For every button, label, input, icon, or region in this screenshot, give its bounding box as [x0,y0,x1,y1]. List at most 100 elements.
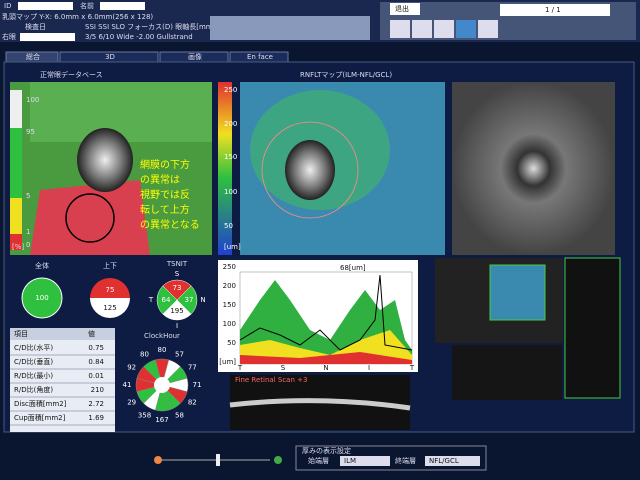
quadrant-value: 73 [173,284,182,292]
exit-button[interactable] [390,3,420,15]
mode: 乳頭マップ Y-X: 6.0mm x 6.0mm(256 x 128) [2,12,153,21]
x-label: N [323,364,328,372]
x-label: S [281,364,286,372]
scale-label: [um] [224,243,241,251]
x-label: T [409,364,415,372]
tab-label: 3D [105,53,115,61]
cell: 1.69 [88,414,104,422]
slo-image [452,82,615,255]
optic-disc [77,128,133,192]
y-label: 250 [223,263,236,271]
cell: R/D比(最小) [14,371,53,380]
tab-label: 総合 [26,52,40,61]
param-values: 3/5 6/10 Wide -2.00 Gullstrand [85,33,193,41]
annotation: 視野では反 [140,188,190,201]
table-header [10,328,115,340]
params: SSI SSI SLO フォーカス(D) 眼軸長[mm] [85,22,216,31]
scale-label: 5 [26,192,30,200]
end-select[interactable] [425,456,480,466]
rnflt-title: RNFLTマップ(ILM-NFL/GCL) [300,71,392,79]
retina-layer [229,398,411,411]
clock-value: 167 [155,416,168,424]
cell: R/D比(角度) [14,385,53,394]
scale-label: 200 [224,120,237,128]
name-label: 名前 [80,1,94,10]
start-value: ILM [344,457,356,465]
cell: 210 [91,386,104,394]
down-half [90,298,130,318]
icon[interactable] [478,20,498,38]
page-field[interactable] [500,4,610,16]
label: TSNIT [166,260,188,268]
y-label: [um] [219,358,236,366]
icon [274,456,282,464]
sector [162,299,192,321]
scale-label: 150 [224,153,237,161]
optic-disc [285,140,335,200]
normative-title: 正常眼データベース [40,70,103,79]
scale-red [10,234,22,250]
icon[interactable] [412,20,432,38]
slider-thumb[interactable] [216,454,220,466]
clock-value: 57 [175,351,184,359]
clock-value: 92 [127,364,136,372]
scale-green [10,128,22,198]
header-cell: 値 [88,329,95,338]
clock-value: 82 [188,399,197,407]
page: 1 / 1 [545,6,561,14]
clock-value: 58 [175,411,184,419]
scale-label: 1 [26,228,30,236]
settings-box [295,445,487,471]
clock-value: 41 [123,381,132,389]
cell: Disc面積[mm2] [14,399,67,408]
quadrant: T [148,296,154,304]
colorbar [218,82,232,255]
cell: Cup面積[mm2] [14,413,66,422]
date-label: 検査日 [25,22,46,31]
label: 全体 [35,261,49,270]
id-field[interactable] [18,2,73,10]
total-circle [21,277,63,319]
marker-label: 68[um] [340,264,366,272]
cell: C/D比(水平) [14,343,53,352]
annotation: 網膜の下方 [140,158,190,171]
scale-label: [%] [12,243,24,251]
down-value: 125 [103,304,116,312]
x-label: T [237,364,243,372]
sector [176,285,198,315]
scale-label: 50 [224,222,233,230]
y-label: 200 [223,282,236,290]
icon[interactable] [456,20,476,38]
label: 上下 [103,261,117,270]
y-label: 100 [223,320,236,328]
annotation: の異常となる [140,218,200,231]
cell: C/D比(垂直) [14,357,53,366]
name-field[interactable] [100,2,145,10]
header-cell: 項目 [14,330,28,338]
start-select[interactable] [340,456,390,466]
clock-value: 29 [127,399,136,407]
scan-label: Fine Retinal Scan +3 [235,376,307,384]
table [10,328,115,432]
clock-value: 77 [188,364,197,372]
icon[interactable] [434,20,454,38]
exit: 退出 [395,4,409,13]
y-label: 50 [227,339,236,347]
icon[interactable] [390,20,410,38]
scan-circle [261,121,359,219]
clock-value: 358 [138,411,151,419]
id-label: ID [4,2,11,10]
scale-label: 100 [26,96,39,104]
eye-field [20,33,75,41]
quadrant-value: 37 [185,296,194,304]
annotation: の異常は [140,173,180,186]
abnormal-area [30,180,150,255]
up-value: 75 [106,286,115,294]
x-label: I [368,364,370,372]
scale-label: 250 [224,86,237,94]
thickness-line [239,274,413,351]
cell: 2.72 [88,400,104,408]
scale-label: 0 [26,241,30,249]
end-value: NFL/GCL [429,457,459,465]
